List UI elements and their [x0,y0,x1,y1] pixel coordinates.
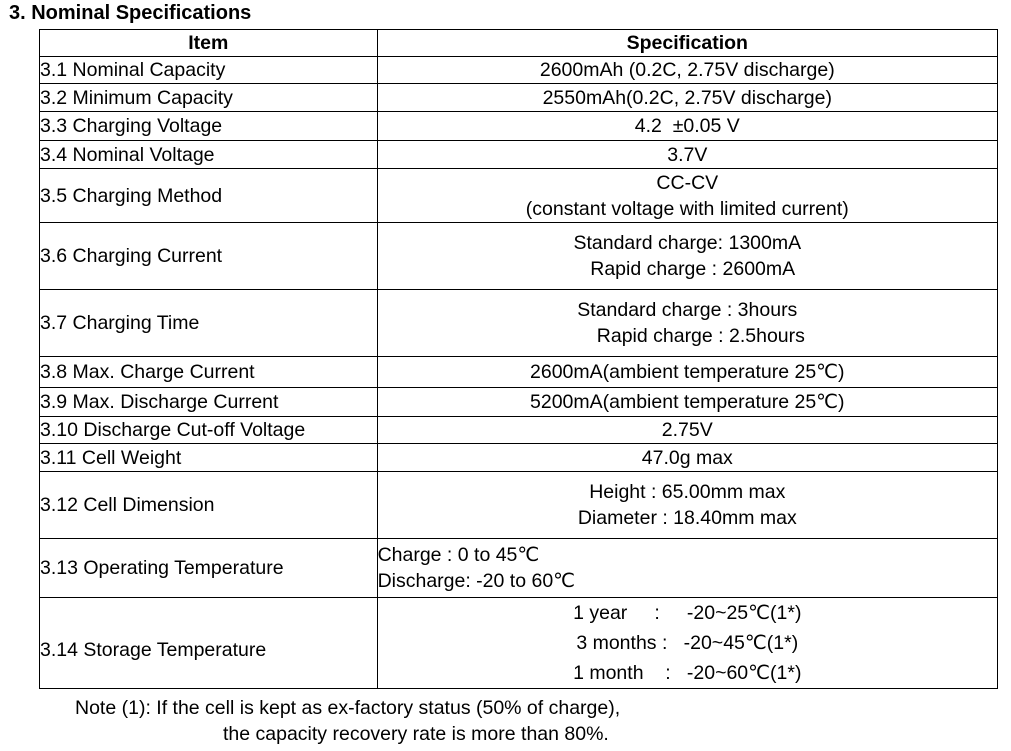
spec-line: Standard charge: 1300mA [573,232,802,254]
table-row: 3.8 Max. Charge Current 2600mA(ambient t… [39,356,999,388]
table-row: 3.1 Nominal Capacity 2600mAh (0.2C, 2.75… [39,56,999,84]
spec-line: 47.0g max [641,446,733,469]
footnote-line-1: Note (1): If the cell is kept as ex-fact… [75,697,621,719]
item-cell: 3.11 Cell Weight [39,443,378,472]
spec-line: (constant voltage with limited current) [525,197,849,220]
table-row: 3.4 Nominal Voltage 3.7V [39,140,999,169]
spec-line: 1 year : -20~25℃(1*) [573,602,802,624]
table-row: 3.9 Max. Discharge Current 5200mA(ambien… [39,387,999,417]
table-row: 3.7 Charging Time Standard charge : 3hou… [39,289,999,357]
spec-line: 4.2 ±0.05 V [634,115,740,137]
spec-cell: 2.75V [376,416,999,444]
item-cell: 3.7 Charging Time [39,289,378,357]
specifications-table: Item Specification 3.1 Nominal Capacity … [39,29,999,689]
spec-line: 2550mAh(0.2C, 2.75V discharge) [542,86,832,109]
spec-cell: 47.0g max [376,443,999,472]
spec-cell: 3.7V [376,140,999,169]
spec-line: 3 months : -20~45℃(1*) [576,632,799,654]
footnote-line-2: the capacity recovery rate is more than … [223,723,609,745]
spec-cell: Standard charge : 3hours Rapid charge : … [376,289,999,357]
spec-line: Diameter : 18.40mm max [577,507,797,529]
spec-line: 1 month : -20~60℃(1*) [573,662,802,684]
item-cell: 3.3 Charging Voltage [39,111,378,141]
item-cell: 3.12 Cell Dimension [39,471,378,539]
spec-cell: 5200mA(ambient temperature 25℃) [376,387,999,417]
table-row: 3.12 Cell Dimension Height : 65.00mm max… [39,471,999,539]
spec-cell: CC-CV (constant voltage with limited cur… [376,168,999,223]
item-cell: 3.13 Operating Temperature [39,538,378,598]
spec-cell: 4.2 ±0.05 V [376,111,999,141]
table-row: 3.11 Cell Weight 47.0g max [39,443,999,472]
spec-line: Charge : 0 to 45℃ [377,544,540,566]
spec-line: 3.7V [667,143,708,166]
table-row: 3.10 Discharge Cut-off Voltage 2.75V [39,416,999,444]
item-cell: 3.1 Nominal Capacity [39,56,378,84]
header-specification: Specification [376,29,999,57]
table-row: 3.6 Charging Current Standard charge: 13… [39,222,999,290]
spec-line: 2600mAh (0.2C, 2.75V discharge) [539,59,835,81]
spec-cell: 2600mA(ambient temperature 25℃) [376,356,999,388]
item-cell: 3.8 Max. Charge Current [39,356,378,388]
spec-line: 5200mA(ambient temperature 25℃) [530,391,845,413]
spec-cell: 2550mAh(0.2C, 2.75V discharge) [376,83,999,112]
item-cell: 3.9 Max. Discharge Current [39,387,378,417]
item-cell: 3.5 Charging Method [39,168,378,223]
spec-cell: Standard charge: 1300mA Rapid charge : 2… [376,222,999,290]
spec-line: Standard charge : 3hours [577,299,798,321]
item-cell: 3.2 Minimum Capacity [39,83,378,112]
spec-cell: 2600mAh (0.2C, 2.75V discharge) [376,56,999,84]
table-header-row: Item Specification [39,29,999,57]
table-row: 3.13 Operating Temperature Charge : 0 to… [39,538,999,598]
spec-cell: Height : 65.00mm max Diameter : 18.40mm … [376,471,999,539]
spec-cell: 1 year : -20~25℃(1*) 3 months : -20~45℃(… [376,597,999,689]
item-cell: 3.4 Nominal Voltage [39,140,378,169]
spec-line: 2.75V [661,419,713,441]
spec-line: 2600mA(ambient temperature 25℃) [530,361,845,383]
table-row: 3.14 Storage Temperature 1 year : -20~25… [39,597,999,689]
table-row: 3.3 Charging Voltage 4.2 ±0.05 V [39,111,999,141]
spec-line: Height : 65.00mm max [589,481,786,503]
spec-line: Rapid charge : 2.5hours [569,325,805,347]
footnote: Note (1): If the cell is kept as ex-fact… [75,695,620,747]
item-cell: 3.10 Discharge Cut-off Voltage [39,416,378,444]
spec-line: CC-CV [656,171,719,194]
table-row: 3.5 Charging Method CC-CV (constant volt… [39,168,999,223]
item-cell: 3.14 Storage Temperature [39,597,378,689]
section-title: 3. Nominal Specifications [9,2,252,24]
spec-line: Discharge: -20 to 60℃ [377,570,576,592]
item-cell: 3.6 Charging Current [39,222,378,290]
header-item: Item [39,29,378,57]
table-row: 3.2 Minimum Capacity 2550mAh(0.2C, 2.75V… [39,83,999,112]
spec-line: Rapid charge : 2600mA [579,258,796,280]
spec-cell: Charge : 0 to 45℃ Discharge: -20 to 60℃ [376,538,999,598]
